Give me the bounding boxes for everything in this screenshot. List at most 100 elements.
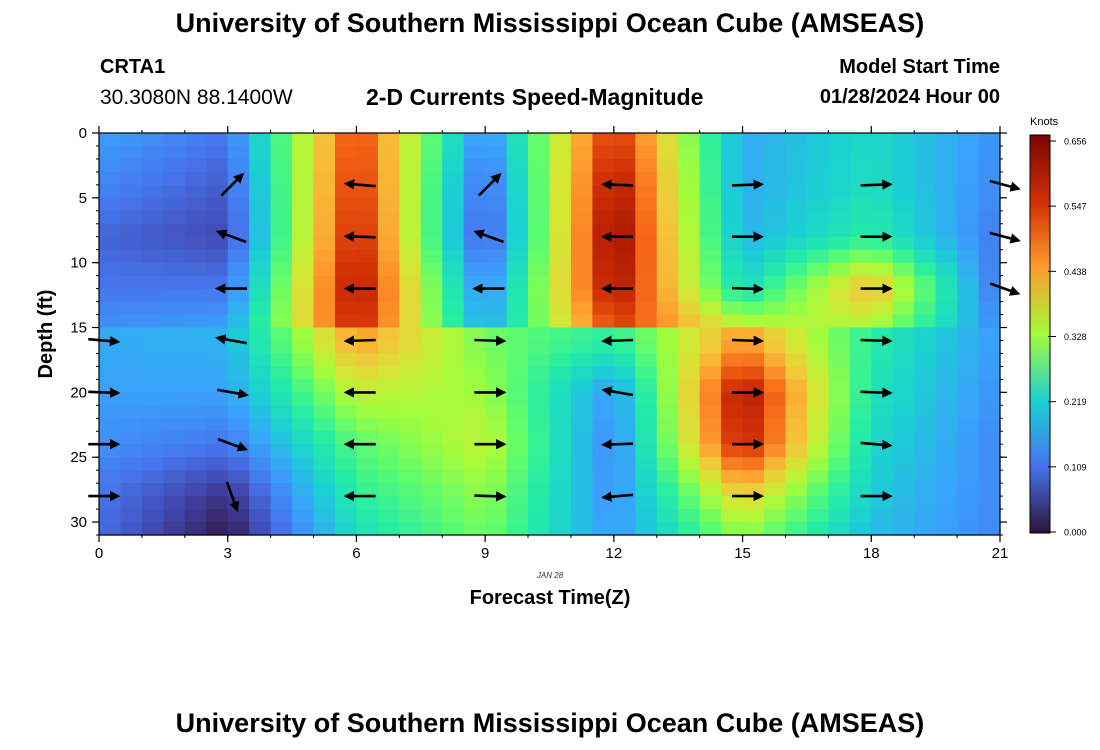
heat-cell <box>184 340 207 355</box>
heat-cell <box>528 483 551 497</box>
heat-cell <box>227 249 250 264</box>
heat-cell <box>485 184 508 199</box>
heat-cell <box>249 522 272 536</box>
heat-cell <box>699 431 722 445</box>
heat-cell <box>570 275 593 290</box>
heat-cell <box>184 457 207 471</box>
heat-cell <box>828 223 851 238</box>
heat-cell <box>935 366 958 380</box>
heat-cell <box>892 483 915 497</box>
heat-cell <box>184 366 207 380</box>
heat-cell <box>249 418 272 432</box>
heat-cell <box>678 366 701 380</box>
heat-cell <box>442 171 465 186</box>
heat-cell <box>120 223 143 238</box>
heat-cell <box>806 288 829 303</box>
heat-cell <box>957 327 980 342</box>
colorbar-tick-label: 0.328 <box>1064 332 1087 342</box>
heat-cell <box>892 210 915 225</box>
heat-cell <box>978 392 1001 406</box>
heat-cell <box>485 133 508 147</box>
heat-cell <box>613 522 636 536</box>
heat-cell <box>99 496 122 510</box>
heat-cell <box>785 288 808 303</box>
heat-cell <box>549 353 572 368</box>
heat-cell <box>485 444 508 458</box>
heat-cell <box>806 340 829 355</box>
heat-cell <box>356 301 379 316</box>
heat-cell <box>957 133 980 147</box>
current-vectors <box>88 172 1021 513</box>
heat-cell <box>613 158 636 173</box>
heat-cell <box>463 288 486 303</box>
current-vector <box>343 335 376 346</box>
colorbar-ticks: 0.656 0.547 0.438 0.328 0.219 0.109 0.000 <box>1048 137 1087 538</box>
heat-cell <box>163 314 186 329</box>
heat-cell <box>99 133 122 147</box>
heat-cell <box>120 314 143 329</box>
heat-cell <box>420 509 443 523</box>
heat-cell <box>699 197 722 212</box>
heat-cell <box>356 223 379 238</box>
y-tick-label: 20 <box>70 384 87 401</box>
heat-cell <box>442 457 465 471</box>
heat-cell <box>957 145 980 160</box>
heat-cell <box>270 444 293 458</box>
heat-cell <box>270 392 293 406</box>
heat-cell <box>442 431 465 445</box>
heat-cell <box>206 366 229 380</box>
heat-cell <box>613 210 636 225</box>
heat-cell <box>957 171 980 186</box>
heat-cell <box>485 301 508 316</box>
heat-cell <box>678 392 701 406</box>
heat-cell <box>99 457 122 471</box>
heat-cell <box>163 327 186 342</box>
heat-cell <box>270 366 293 380</box>
heatmap-cells <box>99 133 1001 536</box>
heat-cell <box>978 314 1001 329</box>
heat-cell <box>334 262 358 277</box>
heat-cell <box>120 509 143 523</box>
heat-cell <box>249 262 272 277</box>
heat-cell <box>678 171 701 186</box>
heat-cell <box>742 418 765 432</box>
heat-cell <box>377 197 400 212</box>
heat-cell <box>871 431 894 445</box>
heat-cell <box>892 262 915 277</box>
heat-cell <box>292 509 315 523</box>
heat-cell <box>313 353 336 368</box>
heat-cell <box>120 275 143 290</box>
heat-cell <box>334 197 358 212</box>
heat-cell <box>292 262 315 277</box>
heat-cell <box>399 327 422 342</box>
heat-cell <box>742 275 765 290</box>
heat-cell <box>678 158 701 173</box>
heat-cell <box>570 249 593 264</box>
heat-cell <box>120 197 143 212</box>
heat-cell <box>828 379 851 393</box>
heat-cell <box>828 496 851 510</box>
heat-cell <box>442 496 465 510</box>
heat-cell <box>656 197 679 212</box>
heat-cell <box>356 483 379 497</box>
heat-cell <box>141 509 164 523</box>
heat-cell <box>163 379 186 393</box>
heat-cell <box>120 522 143 536</box>
heat-cell <box>99 301 122 316</box>
heat-cell <box>613 418 636 432</box>
heat-cell <box>935 171 958 186</box>
heat-cell <box>420 327 443 342</box>
heat-cell <box>806 496 829 510</box>
heat-cell <box>420 197 443 212</box>
heat-cell <box>828 145 851 160</box>
heat-cell <box>828 353 851 368</box>
current-vector <box>88 335 121 347</box>
heat-cell <box>141 496 164 510</box>
heat-cell <box>635 145 658 160</box>
heat-cell <box>356 496 379 510</box>
heat-cell <box>699 184 722 199</box>
heat-cell <box>764 327 787 342</box>
heat-cell <box>377 184 400 199</box>
heat-cell <box>227 418 250 432</box>
heat-cell <box>570 184 593 199</box>
